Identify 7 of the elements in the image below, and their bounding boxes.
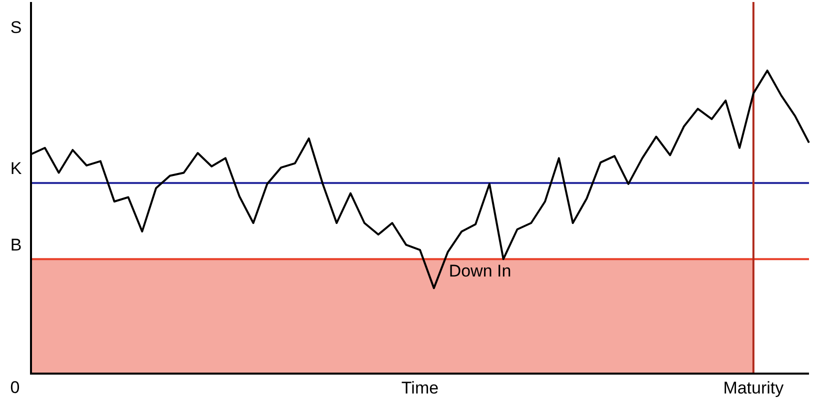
band-label: Down In xyxy=(448,261,512,280)
ref-line-label: B xyxy=(10,235,22,254)
y-axis-title: S xyxy=(10,18,22,38)
text: 0 xyxy=(10,378,20,397)
x-tick-label: Time xyxy=(401,378,439,398)
x-tick-label: Maturity xyxy=(723,378,784,398)
ref-line-label: K xyxy=(10,159,22,178)
